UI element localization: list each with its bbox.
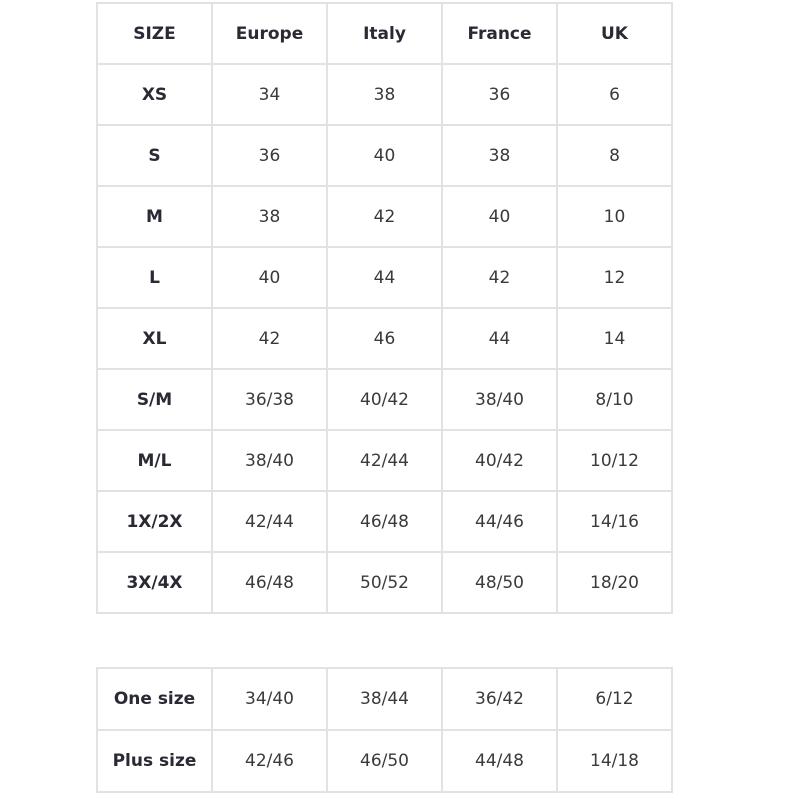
size-value-cell: 34/40 bbox=[211, 667, 328, 731]
size-value-cell: 42/44 bbox=[326, 429, 443, 492]
size-value-cell: 40 bbox=[326, 124, 443, 187]
table-row: M/L 38/40 42/44 40/42 10/12 bbox=[96, 429, 673, 492]
size-chart-table: SIZE Europe Italy France UK XS 34 38 36 6 S 36 40 38 8… bbox=[96, 2, 673, 614]
column-header: SIZE bbox=[96, 2, 213, 65]
size-value-cell: 44/46 bbox=[441, 490, 558, 553]
size-value-cell: 44/48 bbox=[441, 729, 558, 793]
size-value-cell: 50/52 bbox=[326, 551, 443, 614]
size-value-cell: 42/44 bbox=[211, 490, 328, 553]
column-header: UK bbox=[556, 2, 673, 65]
table-row: S 36 40 38 8 bbox=[96, 124, 673, 187]
size-value-cell: 14/16 bbox=[556, 490, 673, 553]
size-value-cell: 18/20 bbox=[556, 551, 673, 614]
size-value-cell: 40/42 bbox=[441, 429, 558, 492]
size-value-cell: 42 bbox=[211, 307, 328, 370]
table-row: S/M 36/38 40/42 38/40 8/10 bbox=[96, 368, 673, 431]
size-value-cell: 40 bbox=[211, 246, 328, 309]
size-value-cell: 38/44 bbox=[326, 667, 443, 731]
size-value-cell: 42 bbox=[326, 185, 443, 248]
table-row: M 38 42 40 10 bbox=[96, 185, 673, 248]
size-value-cell: 36/42 bbox=[441, 667, 558, 731]
size-value-cell: 38 bbox=[326, 63, 443, 126]
size-label-cell: One size bbox=[96, 667, 213, 731]
size-value-cell: 40 bbox=[441, 185, 558, 248]
size-value-cell: 46/48 bbox=[326, 490, 443, 553]
size-label-cell: XL bbox=[96, 307, 213, 370]
size-value-cell: 38/40 bbox=[441, 368, 558, 431]
size-value-cell: 42 bbox=[441, 246, 558, 309]
size-value-cell: 14/18 bbox=[556, 729, 673, 793]
size-value-cell: 12 bbox=[556, 246, 673, 309]
size-label-cell: XS bbox=[96, 63, 213, 126]
size-value-cell: 40/42 bbox=[326, 368, 443, 431]
size-label-cell: S/M bbox=[96, 368, 213, 431]
size-label-cell: Plus size bbox=[96, 729, 213, 793]
size-value-cell: 46/50 bbox=[326, 729, 443, 793]
size-value-cell: 10 bbox=[556, 185, 673, 248]
table-row: Plus size 42/46 46/50 44/48 14/18 bbox=[96, 729, 673, 793]
column-header: Europe bbox=[211, 2, 328, 65]
size-value-cell: 38 bbox=[211, 185, 328, 248]
header-row: SIZE Europe Italy France UK bbox=[96, 2, 673, 65]
size-value-cell: 8/10 bbox=[556, 368, 673, 431]
one-plus-size-table: One size 34/40 38/44 36/42 6/12 Plus size 42/4… bbox=[96, 667, 673, 793]
table-row: XS 34 38 36 6 bbox=[96, 63, 673, 126]
size-value-cell: 48/50 bbox=[441, 551, 558, 614]
table-row: L 40 44 42 12 bbox=[96, 246, 673, 309]
size-label-cell: 1X/2X bbox=[96, 490, 213, 553]
size-label-cell: 3X/4X bbox=[96, 551, 213, 614]
column-header: Italy bbox=[326, 2, 443, 65]
size-value-cell: 6 bbox=[556, 63, 673, 126]
size-value-cell: 38 bbox=[441, 124, 558, 187]
table-row: 1X/2X 42/44 46/48 44/46 14/16 bbox=[96, 490, 673, 553]
size-value-cell: 44 bbox=[441, 307, 558, 370]
size-value-cell: 6/12 bbox=[556, 667, 673, 731]
size-label-cell: M/L bbox=[96, 429, 213, 492]
size-value-cell: 36 bbox=[211, 124, 328, 187]
size-value-cell: 36 bbox=[441, 63, 558, 126]
size-value-cell: 42/46 bbox=[211, 729, 328, 793]
size-label-cell: L bbox=[96, 246, 213, 309]
column-header: France bbox=[441, 2, 558, 65]
table-row: One size 34/40 38/44 36/42 6/12 bbox=[96, 667, 673, 731]
size-value-cell: 46/48 bbox=[211, 551, 328, 614]
size-value-cell: 34 bbox=[211, 63, 328, 126]
size-value-cell: 38/40 bbox=[211, 429, 328, 492]
table-row: 3X/4X 46/48 50/52 48/50 18/20 bbox=[96, 551, 673, 614]
size-value-cell: 14 bbox=[556, 307, 673, 370]
size-value-cell: 8 bbox=[556, 124, 673, 187]
size-value-cell: 46 bbox=[326, 307, 443, 370]
size-value-cell: 36/38 bbox=[211, 368, 328, 431]
size-value-cell: 44 bbox=[326, 246, 443, 309]
size-label-cell: M bbox=[96, 185, 213, 248]
size-label-cell: S bbox=[96, 124, 213, 187]
size-value-cell: 10/12 bbox=[556, 429, 673, 492]
table-row: XL 42 46 44 14 bbox=[96, 307, 673, 370]
